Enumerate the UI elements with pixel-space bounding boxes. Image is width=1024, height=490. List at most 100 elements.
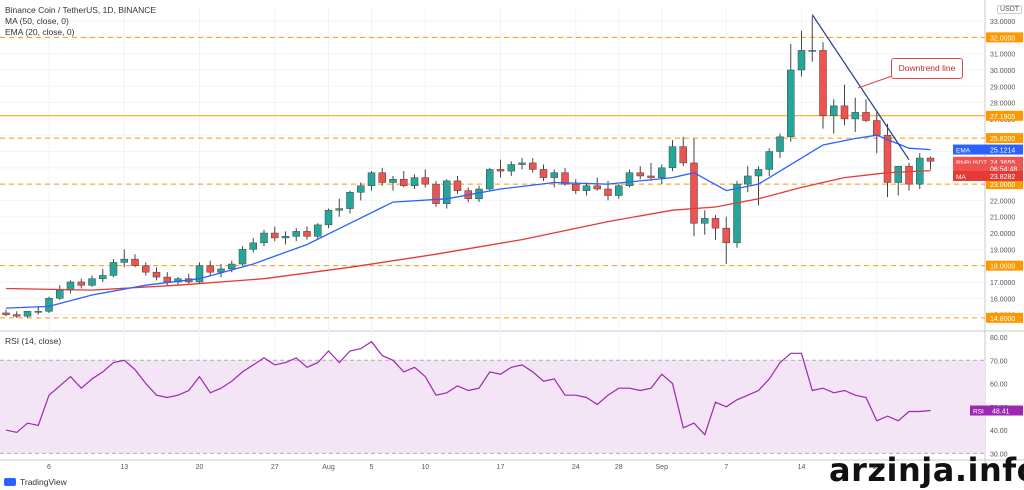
rsi-badge-value: 48.41 <box>992 409 1010 416</box>
legend-symbol: Binance Coin / TetherUS, 1D, BINANCE <box>5 5 157 15</box>
price-badge-value: 06:54:48 <box>990 167 1017 174</box>
bull-candle <box>410 177 419 187</box>
y-tick-label: 33.0000 <box>990 19 1015 26</box>
bull-candle <box>120 258 128 263</box>
bull-candle <box>109 262 118 276</box>
price-badge-value: 23.8282 <box>990 174 1015 181</box>
bear-candle <box>421 177 429 185</box>
bear-candle <box>303 231 311 237</box>
x-tick-label: 20 <box>196 464 204 471</box>
y-tick-label: 19.0000 <box>990 247 1015 254</box>
level-label: 25.8200 <box>990 136 1015 143</box>
bull-candle <box>582 185 591 191</box>
rsi-badge-name: RSI <box>973 409 984 416</box>
bull-candle <box>808 50 816 52</box>
bull-candle <box>389 178 397 183</box>
bull-candle <box>357 185 365 193</box>
y-tick-label: 29.0000 <box>990 84 1015 91</box>
bear-candle <box>13 314 21 317</box>
rsi-tick-label: 70.00 <box>990 358 1008 365</box>
bear-candle <box>840 105 849 120</box>
bull-candle <box>486 169 494 190</box>
price-badge-name: MA <box>956 174 966 181</box>
tradingview-logo[interactable]: TradingView <box>4 477 67 487</box>
bear-candle <box>2 312 10 315</box>
level-badge <box>986 312 1023 323</box>
bear-candle <box>496 169 505 172</box>
bull-candle <box>518 162 526 165</box>
x-tick-label: Aug <box>322 464 335 471</box>
level-badge <box>986 179 1023 190</box>
level-label: 32.0000 <box>990 35 1015 42</box>
level-badge <box>986 110 1023 121</box>
ma-50-line <box>5 169 931 291</box>
bear-candle <box>539 169 548 178</box>
bull-candle <box>56 289 64 299</box>
y-tick-label: 22.0000 <box>990 198 1015 205</box>
x-tick-label: 5 <box>370 464 374 471</box>
bear-candle <box>271 232 279 239</box>
bear-candle <box>679 146 687 164</box>
bull-candle <box>668 146 677 169</box>
quote-currency-label[interactable]: USDT <box>997 5 1023 14</box>
bear-candle <box>690 162 698 224</box>
bull-candle <box>249 242 257 250</box>
bear-candle <box>432 183 440 204</box>
price-badge <box>953 163 1023 174</box>
callout-pointer <box>857 75 893 89</box>
bull-candle <box>195 265 204 283</box>
level-badge <box>986 133 1023 144</box>
x-tick-label: 27 <box>271 464 279 471</box>
x-tick-label: 7 <box>724 464 728 471</box>
level-label: 23.0000 <box>990 182 1015 189</box>
rsi-overbought-oversold-band <box>0 360 985 454</box>
price-badge <box>953 144 1023 155</box>
bear-candle <box>77 281 85 286</box>
bear-candle <box>163 276 171 283</box>
bear-candle <box>206 265 214 273</box>
bull-candle <box>625 172 634 187</box>
bear-candle <box>873 120 881 136</box>
tradingview-label: TradingView <box>20 477 67 487</box>
bear-candle <box>142 265 150 273</box>
bear-candle <box>722 227 730 244</box>
bear-candle <box>926 157 935 162</box>
y-tick-label: 31.0000 <box>990 52 1015 59</box>
level-label: 27.1905 <box>990 114 1015 121</box>
rsi-tick-label: 80.00 <box>990 335 1008 342</box>
bull-candle <box>66 281 75 291</box>
y-tick-label: 17.0000 <box>990 280 1015 287</box>
x-tick-label: 21 <box>873 464 881 471</box>
bull-candle <box>754 169 763 177</box>
bull-candle <box>701 218 709 224</box>
bull-candle <box>894 165 902 183</box>
y-tick-label: 20.0000 <box>990 231 1015 238</box>
price-badge-value: 24.3655 <box>990 160 1015 167</box>
price-badge-value: 25.1214 <box>990 148 1015 155</box>
bull-candle <box>335 208 343 211</box>
bull-candle <box>733 183 741 244</box>
y-tick-label: 16.0000 <box>990 296 1015 303</box>
rsi-tick-label: 60.00 <box>990 382 1008 389</box>
bear-candle <box>636 172 644 177</box>
level-badge <box>986 32 1023 43</box>
bull-candle <box>23 311 32 317</box>
price-badge-name: EMA <box>956 148 971 155</box>
bull-candle <box>615 185 623 196</box>
bull-candle <box>292 231 300 237</box>
bear-candle <box>152 271 161 278</box>
bull-candle <box>658 167 666 178</box>
bull-candle <box>260 232 268 244</box>
bear-candle <box>647 175 655 178</box>
downtrend-line-callout: Downtrend line <box>891 58 963 79</box>
bull-candle <box>34 311 42 313</box>
level-label: 14.8000 <box>990 316 1015 323</box>
bull-candle <box>851 112 859 120</box>
bear-candle <box>711 218 720 229</box>
bear-candle <box>593 185 601 190</box>
bull-candle <box>314 224 322 237</box>
rsi-badge <box>970 405 1023 416</box>
bull-candle <box>550 172 558 178</box>
rsi-tick-label: 40.00 <box>990 428 1008 435</box>
